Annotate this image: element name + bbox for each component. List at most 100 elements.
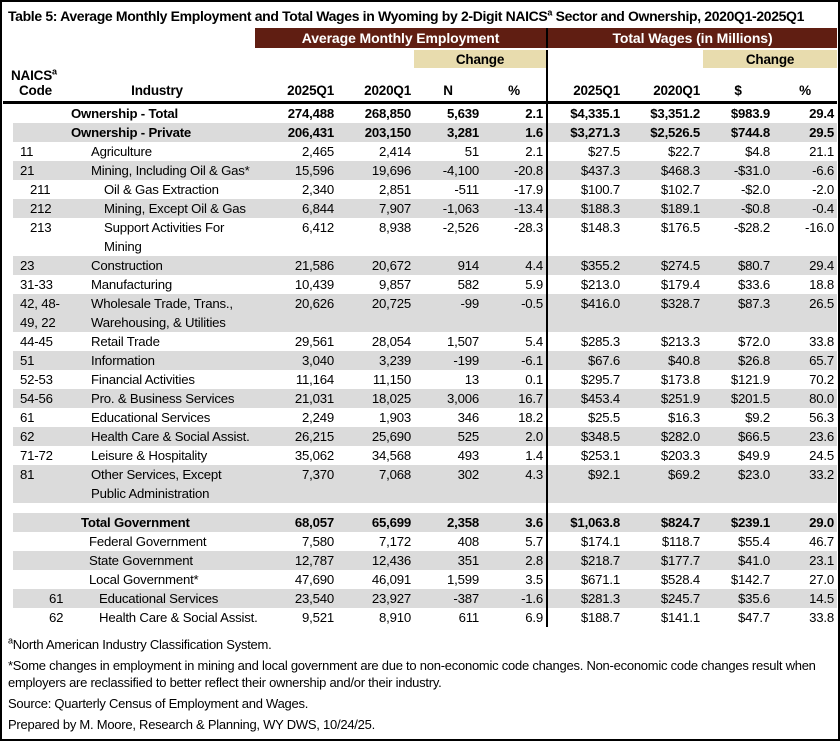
table-row: 61 Educational Services 2,249 1,903 346 18.2 $… <box>3 408 837 427</box>
industry-cell: Mining, Except Oil & Gas <box>59 199 255 218</box>
wage-2025q1-cell: $213.0 <box>546 275 624 294</box>
wage-2020q1-cell: $179.4 <box>660 277 701 292</box>
emp-2025q1-cell: 23,540 <box>255 589 337 608</box>
emp-change-n-cell: -199 <box>414 351 482 370</box>
wages-group-header: Total Wages (in Millions) <box>546 28 838 50</box>
industry-cell: Mining, Including Oil & Gas* <box>59 161 255 180</box>
wage-change-usd-cell: $55.4 <box>738 534 771 549</box>
wage-2025q1-cell: $453.4 <box>546 389 624 408</box>
emp-2020q1-cell: 12,436 <box>337 551 414 570</box>
industry-cell: Manufacturing <box>91 277 172 292</box>
table-title-prefix: Table 5: Average Monthly Employment and … <box>8 8 548 24</box>
emp-change-n-cell: 2,358 <box>414 513 482 532</box>
table-title-suffix: Sector and Ownership, 2020Q1-2025Q1 <box>552 8 805 24</box>
wage-2025q1-cell: $295.7 <box>546 370 624 389</box>
emp-2025q1-cell: 10,439 <box>294 277 334 292</box>
column-header-wage-change-usd: $ <box>703 68 774 104</box>
group-header-row: Average Monthly Employment Total Wages (… <box>3 28 838 50</box>
table-row: Total Government 68,057 65,699 2,358 3.6 $1,0… <box>3 513 838 532</box>
wage-change-pct-cell: 23.6 <box>773 427 838 446</box>
wage-2025q1-cell: $188.7 <box>546 608 624 627</box>
naics-code-cell: 62 <box>3 427 59 446</box>
wage-change-pct-cell: 23.1 <box>773 551 838 570</box>
group-header-spacer <box>3 28 255 49</box>
emp-change-n-cell: 1,507 <box>446 334 479 349</box>
emp-change-pct-cell: -6.1 <box>482 351 548 370</box>
wage-2020q1-cell: $274.5 <box>623 256 704 275</box>
wage-2020q1-cell: $468.3 <box>623 161 704 180</box>
industry-cell: Retail Trade <box>91 334 160 349</box>
industry-cell: Wholesale Trade, Trans., Warehousing, & … <box>59 294 255 332</box>
wage-change-pct-cell: 27.0 <box>809 572 835 587</box>
emp-2025q1-cell: 29,561 <box>294 334 334 349</box>
wage-change-pct-cell: -0.4 <box>773 199 838 218</box>
wage-change-usd-cell: -$31.0 <box>703 161 774 180</box>
wage-change-pct-cell: 65.7 <box>773 351 838 370</box>
wage-change-usd-cell: $66.5 <box>703 427 774 446</box>
naics-code-cell: 42, 48- 49, 22 <box>3 294 60 332</box>
emp-change-pct-cell: 2.1 <box>525 144 544 159</box>
emp-change-n-cell: 582 <box>457 277 480 292</box>
naics-code-cell: 52-53 <box>20 372 53 387</box>
table-row: 211 Oil & Gas Extraction 2,340 2,851 -511 -17… <box>3 180 837 199</box>
emp-change-pct-cell <box>482 503 548 513</box>
naics-code-cell: 212 <box>3 199 59 218</box>
wage-change-usd-cell: $4.8 <box>745 144 771 159</box>
wage-2020q1-cell: $282.0 <box>623 427 704 446</box>
table-row: 31-33 Manufacturing 10,439 9,857 582 5.9 $213.… <box>3 275 837 294</box>
naics-code-cell <box>3 103 59 124</box>
emp-change-pct-cell: 2.0 <box>482 427 548 446</box>
naics-code-cell <box>3 503 59 513</box>
wage-2020q1-cell: $173.8 <box>660 372 701 387</box>
spacer-row <box>3 503 838 513</box>
wage-change-usd-cell: -$2.0 <box>740 182 771 197</box>
wage-change-pct-cell: 46.7 <box>809 534 835 549</box>
industry-cell: Federal Government <box>89 534 207 549</box>
wage-2025q1-cell: $285.3 <box>546 332 624 351</box>
emp-change-pct-cell: 5.4 <box>525 334 544 349</box>
column-header-wage-change-pct: % <box>773 68 838 104</box>
emp-2020q1-cell: 65,699 <box>337 513 414 532</box>
table-row: 52-53 Financial Activities 11,164 11,150 13 0… <box>3 370 837 389</box>
emp-change-n-cell: 3,281 <box>414 123 482 142</box>
wage-change-usd-cell: -$0.8 <box>703 199 774 218</box>
emp-2020q1-cell: 18,025 <box>337 389 414 408</box>
code-label: Code <box>19 83 52 98</box>
footnote-naics-text: North American Industry Classification S… <box>12 637 272 652</box>
table-row: 213 Support Activities For Mining 6,412 8,9… <box>3 218 837 256</box>
wage-2025q1-cell: $27.5 <box>546 142 624 161</box>
employment-change-header: Change <box>414 49 548 68</box>
wage-2020q1-cell: $213.3 <box>660 334 701 349</box>
emp-2020q1-cell: 2,414 <box>378 144 411 159</box>
wage-2020q1-cell: $22.7 <box>668 144 701 159</box>
wage-2020q1-cell: $102.7 <box>660 182 701 197</box>
emp-2020q1-cell: 20,672 <box>337 256 414 275</box>
table-body: Ownership - Total 274,488 268,850 5,639 2.1 $… <box>3 102 838 627</box>
emp-change-n-cell: -511 <box>454 182 479 197</box>
wage-2025q1-cell: $218.7 <box>546 551 624 570</box>
table-row: 61 Educational Services 23,540 23,927 -387 -1… <box>3 589 838 608</box>
table-row: Ownership - Total 274,488 268,850 5,639 2.1 $… <box>3 102 837 124</box>
naics-code-cell: 11 <box>20 144 34 159</box>
emp-change-n-cell: -99 <box>414 294 482 332</box>
wage-change-usd-cell: $983.9 <box>730 106 771 121</box>
emp-2025q1-cell: 35,062 <box>294 448 334 463</box>
wage-2020q1-cell: $69.2 <box>623 465 704 503</box>
emp-2020q1-cell: 20,725 <box>337 294 414 332</box>
emp-change-pct-cell: 4.3 <box>482 465 548 503</box>
column-header-emp-2025q1: 2025Q1 <box>255 68 337 104</box>
wage-change-pct-cell: 29.5 <box>773 123 838 142</box>
wage-2025q1-cell: $437.3 <box>546 161 624 180</box>
emp-2025q1-cell: 21,031 <box>255 389 337 408</box>
naics-code-cell: 44-45 <box>20 334 53 349</box>
emp-2020q1-cell: 23,927 <box>337 589 414 608</box>
industry-cell: Support Activities For Mining <box>104 220 225 254</box>
industry-cell: Total Government <box>59 513 255 532</box>
wage-2020q1-cell: $189.1 <box>623 199 704 218</box>
wage-2025q1-cell: $188.3 <box>546 199 624 218</box>
table-row: 212 Mining, Except Oil & Gas 6,844 7,907 -1,… <box>3 199 838 218</box>
column-header-naics-code: NAICSa Code <box>3 67 59 104</box>
emp-2025q1-cell: 9,521 <box>301 610 334 625</box>
industry-cell: Educational Services <box>59 589 255 608</box>
wage-2020q1-cell: $118.7 <box>661 534 701 549</box>
